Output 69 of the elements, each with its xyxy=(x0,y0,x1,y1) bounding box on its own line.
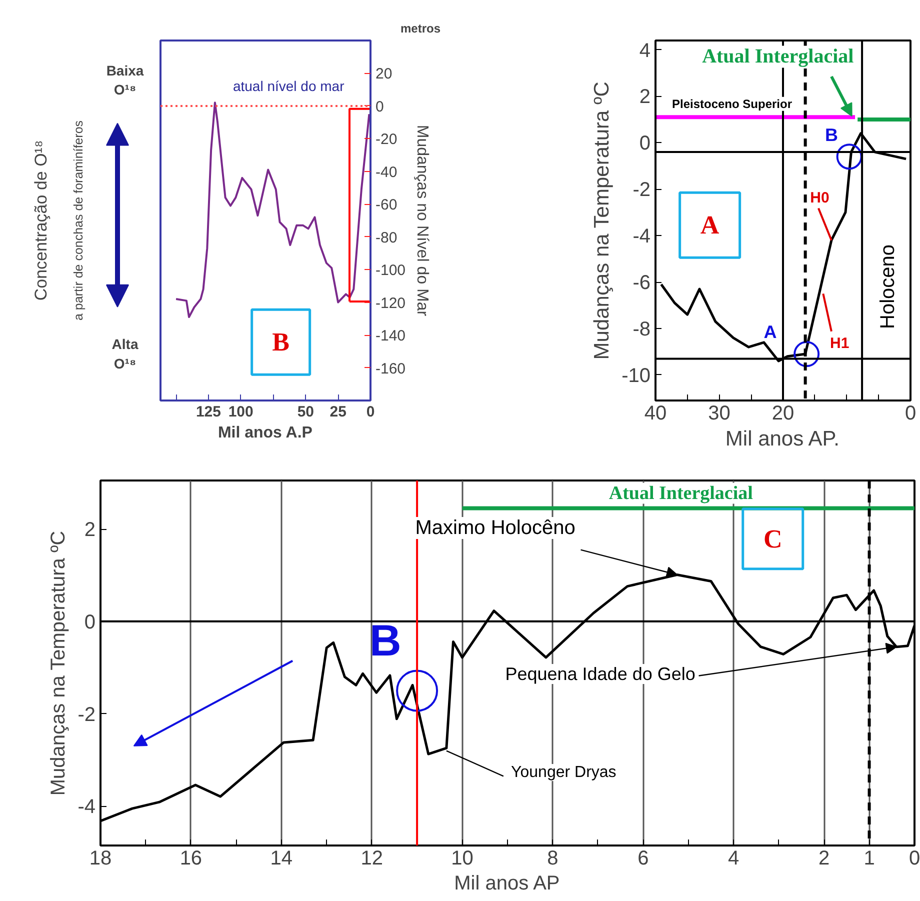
text: metros xyxy=(400,22,441,36)
annotation: B xyxy=(824,125,838,146)
x-tick-label: 10 xyxy=(451,848,474,870)
y-tick-label: -40 xyxy=(376,164,398,181)
y-axis-title: Mudanças na Temperatura ºC xyxy=(48,530,70,796)
annotation: C xyxy=(763,524,782,554)
annotation: A xyxy=(764,322,777,342)
y-tick-label: -60 xyxy=(376,196,398,214)
x-tick-label: 14 xyxy=(270,848,293,870)
ref-line-label: atual nível do mar xyxy=(232,78,345,94)
series-label: Atual Interglacial xyxy=(608,482,753,504)
y-tick-label: -10 xyxy=(622,364,650,387)
annotation: H0 xyxy=(810,189,830,206)
annotation: Maximo Holocêno xyxy=(415,516,576,539)
y-tick-label: -160 xyxy=(376,360,406,378)
annotation: Younger Dryas xyxy=(511,764,616,781)
y-tick-label: -140 xyxy=(376,328,406,345)
y-tick-label: 0 xyxy=(84,611,96,634)
y-tick-label: 2 xyxy=(84,519,96,542)
x-tick-label: 40 xyxy=(644,402,667,424)
text: Baixa O¹⁸ xyxy=(106,62,144,98)
x-tick-label: 125 xyxy=(196,404,221,420)
y-tick-label: -2 xyxy=(632,179,651,202)
y-tick-label: 4 xyxy=(639,40,650,62)
x-tick-label: 0 xyxy=(908,848,920,870)
x-tick-label: 6 xyxy=(638,848,649,870)
x-tick-label: 18 xyxy=(89,848,112,870)
x-tick-label: 50 xyxy=(297,404,314,420)
x-tick-label: 20 xyxy=(772,402,794,424)
text: Alta O¹⁸ xyxy=(112,336,138,372)
x-tick-label: 12 xyxy=(360,848,383,870)
y-axis-title: Mudanças no Nível do Mar xyxy=(414,124,431,317)
y-tick-label: 0 xyxy=(376,98,384,116)
y-tick-label: -8 xyxy=(632,318,651,340)
annotation: A xyxy=(700,210,720,240)
y-tick-label: 20 xyxy=(376,66,392,83)
y-tick-label: -80 xyxy=(376,229,398,246)
x-tick-label: 1 xyxy=(864,848,875,870)
y-tick-label: -100 xyxy=(376,262,406,280)
text: Atual Interglacial xyxy=(702,46,854,68)
y-tick-label: -6 xyxy=(632,272,651,294)
y-tick-label: -2 xyxy=(78,704,96,726)
x-tick-label: 4 xyxy=(728,848,740,870)
y-tick-label: -4 xyxy=(78,796,96,818)
x-axis-title: Mil anos A.P xyxy=(218,424,313,442)
y-tick-label: -120 xyxy=(376,294,406,312)
annotation: Holoceno xyxy=(877,244,900,329)
y-tick-label: -4 xyxy=(632,226,651,248)
y-axis-title: Mudanças na Temperatura ºC xyxy=(590,82,614,360)
x-tick-label: 100 xyxy=(228,404,254,420)
x-axis-title: Mil anos AP xyxy=(454,872,560,894)
y-tick-label: -20 xyxy=(376,131,398,148)
x-tick-label: 30 xyxy=(708,402,730,424)
annotation: H1 xyxy=(830,335,850,352)
x-tick-label: 25 xyxy=(330,404,346,420)
line-series xyxy=(175,102,370,318)
x-axis-title: Mil anos AP. xyxy=(725,428,840,450)
x-tick-label: 0 xyxy=(904,402,916,424)
annotation: B xyxy=(370,616,402,666)
text: a partir de conchas de foraminíferos xyxy=(72,120,86,321)
y-tick-label: 0 xyxy=(639,132,650,155)
series-label: Pleistoceno Superior xyxy=(672,96,792,111)
annotation: Pequena Idade do Gelo xyxy=(505,664,696,684)
annotation: B xyxy=(272,328,290,357)
x-tick-label: 2 xyxy=(818,848,830,870)
text: Concentração de O¹⁸ xyxy=(32,140,50,301)
x-tick-label: 8 xyxy=(547,848,558,870)
x-tick-label: 16 xyxy=(180,848,202,870)
y-tick-label: 2 xyxy=(639,86,650,108)
